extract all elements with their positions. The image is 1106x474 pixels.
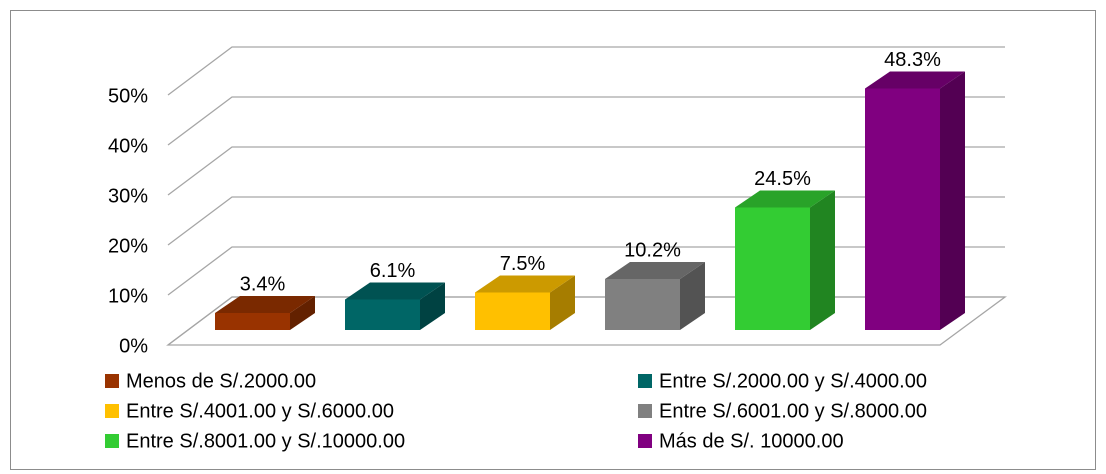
data-label: 24.5% bbox=[754, 168, 811, 190]
legend-label: Menos de S/.2000.00 bbox=[126, 370, 316, 392]
legend-swatch bbox=[638, 374, 652, 388]
y-tick-label: 30% bbox=[108, 185, 148, 207]
bar-top bbox=[605, 262, 705, 279]
bar-top bbox=[345, 282, 445, 300]
grid-line bbox=[167, 196, 1005, 246]
data-label: 6.1% bbox=[370, 260, 416, 282]
data-label: 3.4% bbox=[240, 273, 286, 295]
bar bbox=[735, 207, 810, 330]
data-label: 48.3% bbox=[884, 49, 941, 71]
legend-label: Entre S/.4001.00 y S/.6000.00 bbox=[126, 400, 394, 422]
grid-line bbox=[167, 146, 1005, 196]
bar-side bbox=[550, 275, 575, 330]
bar bbox=[215, 313, 290, 330]
bar-side bbox=[420, 282, 445, 330]
bar-side bbox=[290, 296, 315, 330]
data-label: 10.2% bbox=[624, 239, 681, 261]
bar bbox=[345, 299, 420, 330]
bar-top bbox=[735, 190, 835, 208]
legend-swatch bbox=[105, 434, 119, 448]
legend-swatch bbox=[638, 434, 652, 448]
y-tick-label: 10% bbox=[108, 285, 148, 307]
bar-side bbox=[940, 71, 965, 330]
legend-swatch bbox=[638, 404, 652, 418]
y-tick-label: 40% bbox=[108, 135, 148, 157]
bar-top bbox=[215, 296, 315, 313]
bar-side bbox=[810, 190, 835, 330]
bar bbox=[475, 292, 550, 330]
bar-top bbox=[865, 71, 965, 89]
bar-side bbox=[680, 262, 705, 330]
grid-line bbox=[167, 46, 1005, 96]
bar bbox=[865, 88, 940, 330]
bar-top bbox=[475, 275, 575, 293]
grid-line bbox=[167, 96, 1005, 146]
legend-label: Entre S/.2000.00 y S/.4000.00 bbox=[659, 370, 927, 392]
y-tick-label: 50% bbox=[108, 85, 148, 107]
y-tick-label: 0% bbox=[119, 335, 148, 357]
legend-label: Más de S/. 10000.00 bbox=[659, 430, 844, 452]
bar bbox=[605, 279, 680, 330]
data-label: 7.5% bbox=[500, 253, 546, 275]
legend-swatch bbox=[105, 404, 119, 418]
legend-swatch bbox=[105, 374, 119, 388]
y-tick-label: 20% bbox=[108, 235, 148, 257]
legend-label: Entre S/.8001.00 y S/.10000.00 bbox=[126, 430, 405, 452]
legend-label: Entre S/.6001.00 y S/.8000.00 bbox=[659, 400, 927, 422]
